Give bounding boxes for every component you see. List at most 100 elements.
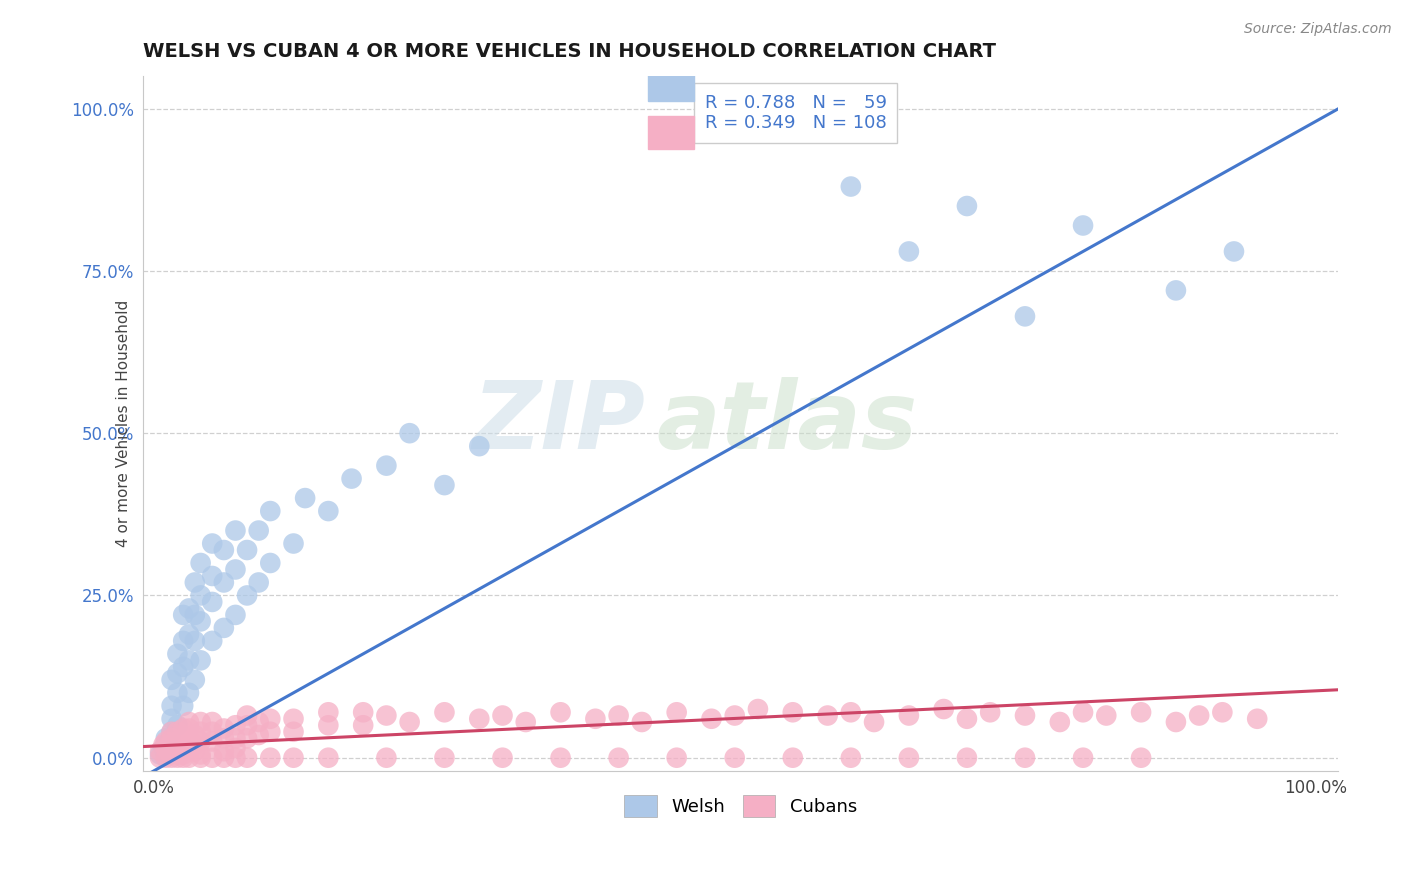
Point xyxy=(1014,750,1036,764)
Point xyxy=(201,569,224,583)
Point xyxy=(201,714,224,729)
Point xyxy=(166,750,188,764)
Point xyxy=(166,747,188,762)
Point xyxy=(224,718,246,732)
Point xyxy=(1130,750,1153,764)
Point xyxy=(160,673,183,687)
Point xyxy=(782,750,804,764)
Point xyxy=(184,744,207,758)
Point xyxy=(1014,708,1036,723)
Point xyxy=(172,607,194,622)
Point xyxy=(247,575,270,590)
Point xyxy=(149,744,172,758)
Point xyxy=(190,750,212,764)
Point xyxy=(172,633,194,648)
Point xyxy=(294,491,316,505)
Point xyxy=(897,244,920,259)
Point xyxy=(224,750,246,764)
Point xyxy=(259,750,281,764)
Point xyxy=(172,698,194,713)
Point xyxy=(979,706,1001,720)
Point xyxy=(166,724,188,739)
Point xyxy=(665,750,688,764)
Point xyxy=(839,750,862,764)
Point xyxy=(1164,284,1187,298)
Point xyxy=(283,724,305,739)
Point xyxy=(1164,714,1187,729)
Point xyxy=(184,728,207,742)
Point xyxy=(155,738,177,752)
Point xyxy=(184,607,207,622)
Point xyxy=(149,750,172,764)
Point xyxy=(1049,714,1071,729)
Point xyxy=(839,179,862,194)
Point xyxy=(433,478,456,492)
Point xyxy=(897,750,920,764)
Point xyxy=(318,750,340,764)
Point xyxy=(201,536,224,550)
Point xyxy=(839,706,862,720)
Point xyxy=(747,702,769,716)
Point xyxy=(468,712,491,726)
Point xyxy=(177,714,200,729)
Point xyxy=(166,718,188,732)
Point xyxy=(177,741,200,756)
Point xyxy=(1095,708,1118,723)
Point xyxy=(155,734,177,748)
Point xyxy=(160,724,183,739)
Point xyxy=(190,615,212,629)
Point xyxy=(1223,244,1246,259)
Point xyxy=(212,575,235,590)
Point xyxy=(283,712,305,726)
Point xyxy=(224,731,246,746)
Point xyxy=(375,708,398,723)
Point xyxy=(583,712,606,726)
Point xyxy=(177,731,200,746)
Point xyxy=(212,621,235,635)
Point xyxy=(247,524,270,538)
Point xyxy=(259,504,281,518)
Point xyxy=(224,562,246,576)
Point xyxy=(352,718,374,732)
Point xyxy=(177,722,200,736)
Point xyxy=(236,708,259,723)
Point xyxy=(160,738,183,752)
Point xyxy=(1211,706,1233,720)
Point xyxy=(352,706,374,720)
Point xyxy=(236,750,259,764)
Point xyxy=(190,747,212,762)
Point xyxy=(665,706,688,720)
Point xyxy=(956,199,979,213)
Point xyxy=(491,750,513,764)
Point xyxy=(375,458,398,473)
Point xyxy=(152,738,174,752)
Point xyxy=(155,731,177,746)
Y-axis label: 4 or more Vehicles in Household: 4 or more Vehicles in Household xyxy=(117,300,132,547)
Point xyxy=(172,660,194,674)
Point xyxy=(212,731,235,746)
Point xyxy=(724,708,747,723)
Point xyxy=(433,750,456,764)
Point xyxy=(247,728,270,742)
Point xyxy=(160,724,183,739)
Point xyxy=(236,731,259,746)
Point xyxy=(550,706,572,720)
Point xyxy=(152,741,174,756)
Point xyxy=(700,712,723,726)
Point xyxy=(375,750,398,764)
Text: Source: ZipAtlas.com: Source: ZipAtlas.com xyxy=(1244,22,1392,37)
Point xyxy=(236,718,259,732)
Point xyxy=(177,686,200,700)
Point xyxy=(956,712,979,726)
Point xyxy=(318,718,340,732)
Point xyxy=(166,741,188,756)
Point xyxy=(160,744,183,758)
Point xyxy=(177,601,200,615)
Point xyxy=(201,595,224,609)
Point xyxy=(932,702,955,716)
Point xyxy=(259,712,281,726)
Point xyxy=(1130,706,1153,720)
Point xyxy=(491,708,513,723)
Point xyxy=(259,556,281,570)
Point xyxy=(236,589,259,603)
